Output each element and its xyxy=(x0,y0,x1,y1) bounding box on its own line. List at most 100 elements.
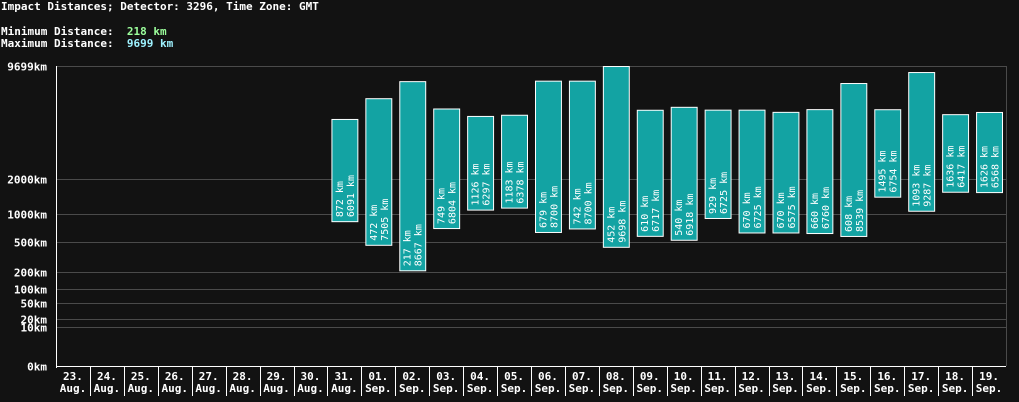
x-tick-label-day: 10. xyxy=(674,370,694,383)
x-tick-label-month: Sep. xyxy=(399,382,426,395)
y-tick-label: 10km xyxy=(21,322,48,335)
bar-max-label: 6918 km xyxy=(685,194,696,236)
x-tick-label-month: Sep. xyxy=(670,382,697,395)
x-tick-label-month: Aug. xyxy=(331,382,358,395)
bar-max-label: 7505 km xyxy=(380,199,391,241)
y-tick-label: 0km xyxy=(27,361,47,374)
y-tick-label: 100km xyxy=(14,284,47,297)
bar-max-label: 6575 km xyxy=(787,186,798,228)
range-bar xyxy=(602,66,630,248)
x-tick-label-month: Sep. xyxy=(908,382,935,395)
y-tick-label: 500km xyxy=(14,237,47,250)
bar-min-label: 660 km xyxy=(810,193,821,229)
max-distance-value: 9699 km xyxy=(126,37,174,50)
bar-min-label: 610 km xyxy=(640,196,651,232)
x-tick-label-month: Aug. xyxy=(229,382,256,395)
bar-min-label: 452 km xyxy=(606,207,617,243)
x-tick-label-day: 24. xyxy=(97,370,117,383)
bar-max-label: 9287 km xyxy=(923,165,934,207)
x-tick-label-month: Sep. xyxy=(501,382,528,395)
x-tick-label-month: Sep. xyxy=(704,382,731,395)
bar-max-label: 6804 km xyxy=(448,182,459,224)
range-bar xyxy=(433,108,461,230)
x-tick-label-day: 06. xyxy=(538,370,558,383)
range-bar xyxy=(467,115,495,211)
x-tick-label-month: Aug. xyxy=(60,382,87,395)
x-tick-label-day: 07. xyxy=(572,370,592,383)
x-tick-label-month: Aug. xyxy=(162,382,189,395)
bar-min-label: 670 km xyxy=(742,192,753,228)
x-tick-label-month: Aug. xyxy=(195,382,222,395)
x-tick-label-month: Sep. xyxy=(738,382,765,395)
bar-min-label: 749 km xyxy=(437,188,448,224)
bar-max-label: 6568 km xyxy=(991,146,1002,188)
bar-max-label: 6297 km xyxy=(482,163,493,205)
x-tick-label-day: 26. xyxy=(165,370,185,383)
bar-min-label: 1495 km xyxy=(878,151,889,193)
bar-min-label: 1636 km xyxy=(946,146,957,188)
bar-min-label: 872 km xyxy=(335,181,346,217)
bar-min-label: 1093 km xyxy=(912,165,923,207)
range-bar xyxy=(501,114,529,209)
range-bar xyxy=(365,98,393,246)
x-tick-label-day: 12. xyxy=(742,370,762,383)
max-distance-label: Maximum Distance: xyxy=(1,37,114,50)
min-distance-value: 218 km xyxy=(126,25,167,38)
x-tick-label-day: 08. xyxy=(606,370,626,383)
x-tick-label-day: 18. xyxy=(945,370,965,383)
x-tick-label-day: 25. xyxy=(131,370,151,383)
bar-min-label: 670 km xyxy=(776,192,787,228)
bar-min-label: 742 km xyxy=(572,188,583,224)
range-bar xyxy=(874,109,902,198)
y-tick-label: 1000km xyxy=(7,209,47,222)
range-bar xyxy=(399,81,427,272)
x-tick-label-day: 17. xyxy=(911,370,931,383)
x-tick-label-day: 03. xyxy=(436,370,456,383)
x-tick-label-month: Sep. xyxy=(637,382,664,395)
range-bar xyxy=(738,109,766,234)
range-bar xyxy=(568,80,596,230)
x-tick-label-day: 02. xyxy=(402,370,422,383)
y-tick-label: 50km xyxy=(21,298,48,311)
range-bar xyxy=(772,111,800,234)
x-tick-label-day: 30. xyxy=(301,370,321,383)
bar-max-label: 6754 km xyxy=(889,151,900,193)
y-tick-label: 200km xyxy=(14,267,47,280)
x-tick-label-day: 11. xyxy=(708,370,728,383)
y-tick-label: 20km xyxy=(21,314,48,327)
bar-max-label: 8700 km xyxy=(549,186,560,228)
x-tick-label-day: 16. xyxy=(877,370,897,383)
x-tick-label-day: 23. xyxy=(63,370,83,383)
bar-max-label: 6417 km xyxy=(957,146,968,188)
range-bar xyxy=(704,109,732,219)
bar-max-label: 6717 km xyxy=(651,190,662,232)
x-tick-label-day: 13. xyxy=(776,370,796,383)
x-tick-label-day: 31. xyxy=(334,370,354,383)
x-tick-label-month: Sep. xyxy=(433,382,460,395)
x-tick-label-month: Sep. xyxy=(874,382,901,395)
x-tick-label-month: Sep. xyxy=(976,382,1003,395)
bar-max-label: 8700 km xyxy=(583,182,594,224)
x-tick-label-month: Sep. xyxy=(365,382,392,395)
bar-max-label: 6725 km xyxy=(719,172,730,214)
x-tick-label-day: 01. xyxy=(368,370,388,383)
bar-max-label: 8667 km xyxy=(414,224,425,266)
bar-min-label: 540 km xyxy=(674,200,685,236)
x-tick-label-day: 05. xyxy=(504,370,524,383)
y-tick-label: 9699km xyxy=(7,61,47,74)
bar-min-label: 1126 km xyxy=(471,163,482,205)
bar-min-label: 1626 km xyxy=(980,146,991,188)
x-tick-label-month: Aug. xyxy=(263,382,290,395)
chart-title: Impact Distances; Detector: 3296, Time Z… xyxy=(1,0,319,13)
x-tick-label-month: Sep. xyxy=(942,382,969,395)
range-bar xyxy=(840,83,868,237)
bar-max-label: 6091 km xyxy=(346,175,357,217)
x-tick-label-day: 09. xyxy=(640,370,660,383)
x-tick-label-month: Sep. xyxy=(772,382,799,395)
x-tick-label-day: 14. xyxy=(809,370,829,383)
bar-max-label: 6760 km xyxy=(821,187,832,229)
bar-min-label: 679 km xyxy=(538,192,549,228)
bar-min-label: 217 km xyxy=(403,230,414,266)
range-bar xyxy=(331,118,359,223)
x-tick-label-month: Aug. xyxy=(297,382,324,395)
